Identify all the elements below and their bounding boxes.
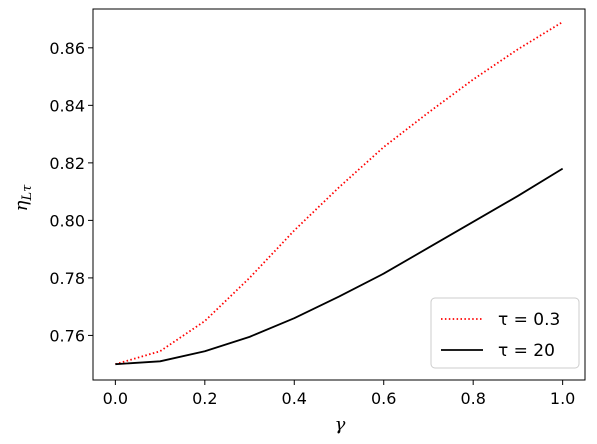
series-line-1 — [115, 167, 564, 366]
x-axis: 0.0 0.2 0.4 0.6 0.8 1.0 — [103, 380, 575, 408]
plot-frame — [92, 8, 586, 381]
y-tick-label: 0.86 — [49, 39, 85, 58]
y-tick-label: 0.76 — [49, 326, 85, 345]
x-tick-label: 1.0 — [550, 389, 575, 408]
x-tick-label: 0.0 — [103, 389, 128, 408]
y-axis-label-main: η — [11, 200, 32, 211]
y-axis-label-subscript: Lτ — [20, 184, 35, 202]
y-tick-label: 0.80 — [49, 211, 85, 230]
x-tick-label: 0.6 — [371, 389, 396, 408]
plot-area — [92, 8, 586, 381]
y-tick-label: 0.82 — [49, 154, 85, 173]
x-tick-label: 0.8 — [460, 389, 485, 408]
legend-label-tau-20: τ = 20 — [498, 341, 555, 361]
x-axis-label: γ — [335, 414, 346, 435]
y-axis-label: ηLτ — [11, 184, 35, 211]
y-axis: 0.76 0.78 0.80 0.82 0.84 0.86 — [49, 39, 93, 345]
y-tick-label: 0.78 — [49, 269, 85, 288]
legend-label-tau-0-3: τ = 0.3 — [498, 310, 560, 330]
x-tick-label: 0.2 — [192, 389, 217, 408]
x-tick-label: 0.4 — [282, 389, 307, 408]
series-line-0 — [115, 21, 564, 366]
legend: τ = 0.3 τ = 20 — [430, 297, 580, 369]
y-tick-label: 0.84 — [49, 96, 85, 115]
